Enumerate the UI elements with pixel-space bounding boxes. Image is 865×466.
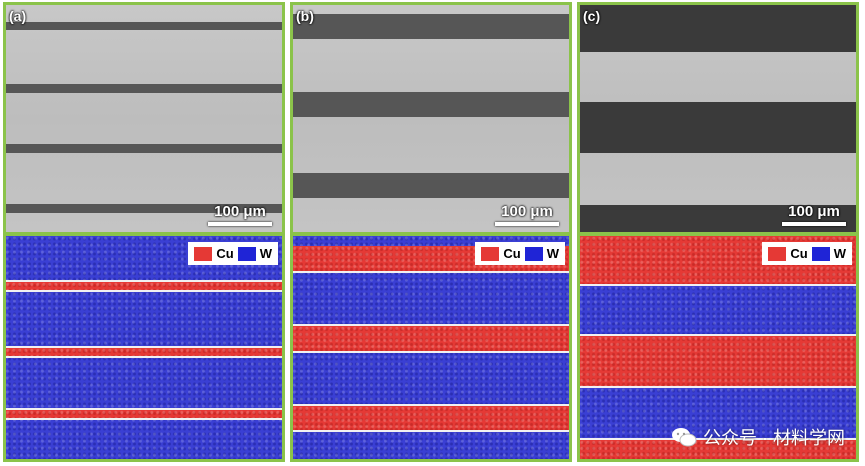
panel-label-c: (c)	[583, 8, 601, 24]
legend-cu: Cu	[216, 246, 234, 261]
wechat-icon	[672, 428, 697, 447]
panel-label-b: (b)	[296, 8, 314, 24]
w-swatch	[237, 246, 256, 261]
scale-text-c: 100 μm	[788, 203, 840, 220]
legend-a: Cu W	[188, 242, 278, 265]
sem-image-a: (a) 100 μm	[6, 5, 282, 232]
sem-image-c: (c) 100 μm	[580, 5, 856, 232]
cu-swatch	[194, 246, 213, 261]
legend-w: W	[833, 246, 846, 261]
eds-map-b: Cu W	[293, 236, 569, 459]
eds-map-c: Cu W	[580, 236, 856, 459]
scale-bar-c: 100 μm	[782, 204, 846, 226]
scale-bar-a: 100 μm	[208, 204, 272, 226]
panel-b: (b) 100 μm Cu W	[290, 2, 572, 462]
w-swatch	[811, 246, 830, 261]
legend-cu: Cu	[503, 246, 521, 261]
legend-cu: Cu	[790, 246, 808, 261]
legend-w: W	[546, 246, 559, 261]
sem-image-b: (b) 100 μm	[293, 5, 569, 232]
watermark-text: 公众号 · 材料学网	[703, 428, 845, 448]
scale-text-b: 100 μm	[501, 203, 553, 220]
legend-c: Cu W	[762, 242, 852, 265]
scale-bar-b: 100 μm	[495, 204, 559, 226]
cu-swatch	[481, 246, 500, 261]
panel-label-a: (a)	[9, 8, 27, 24]
w-swatch	[524, 246, 543, 261]
cu-swatch	[768, 246, 787, 261]
panel-c: (c) 100 μm Cu W	[577, 2, 859, 462]
watermark: 公众号 · 材料学网	[671, 424, 845, 450]
eds-map-a: Cu W	[6, 236, 282, 459]
panel-a: (a) 100 μm Cu W	[3, 2, 285, 462]
legend-b: Cu W	[475, 242, 565, 265]
legend-w: W	[259, 246, 272, 261]
scale-text-a: 100 μm	[214, 203, 266, 220]
